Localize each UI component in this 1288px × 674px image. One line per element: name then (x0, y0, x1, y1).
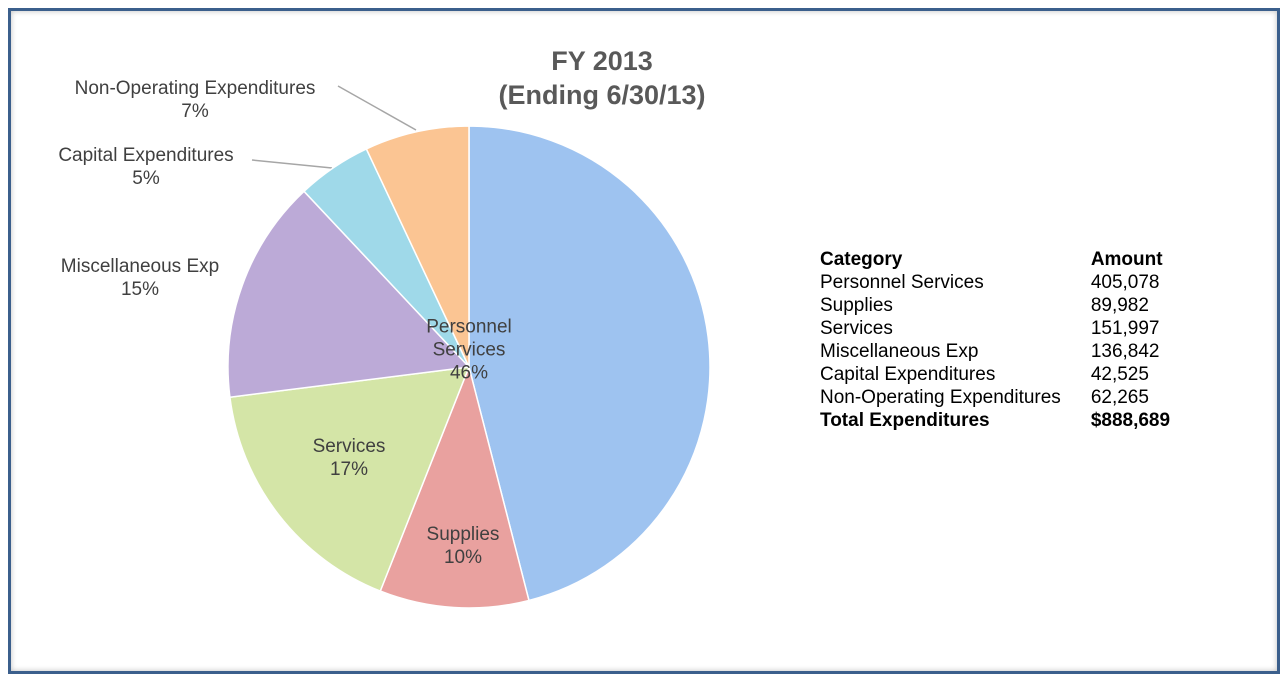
slice-label: Personnel Services 46% (409, 316, 529, 385)
row-amount: 151,997 (1090, 318, 1160, 339)
slice-label: Miscellaneous Exp 15% (10, 255, 270, 301)
row-category: Supplies (820, 295, 893, 316)
row-amount: 42,525 (1090, 364, 1149, 385)
leader-line (337, 85, 417, 131)
page: FY 2013 (Ending 6/30/13) Category Amount … (8, 8, 1280, 674)
row-category: Capital Expenditures (820, 364, 996, 385)
row-amount: 136,842 (1090, 341, 1160, 362)
table-row: Supplies 89,982 (820, 294, 1170, 317)
amount-table: Category Amount Personnel Services 405,078… (820, 248, 1170, 432)
row-amount: 62,265 (1090, 387, 1149, 408)
slice-percent: 5% (132, 168, 160, 189)
row-amount: 405,078 (1090, 272, 1160, 293)
total-value: $888,689 (1090, 410, 1171, 431)
slice-percent: 46% (449, 362, 489, 384)
pie-slice (379, 364, 530, 609)
leader-line (251, 159, 333, 169)
row-category: Services (820, 318, 893, 339)
row-category: Personnel Services (820, 272, 984, 293)
pie-slice (365, 125, 470, 368)
pie-slice (227, 190, 471, 399)
slice-label: Supplies 10% (408, 523, 518, 569)
table-row: Miscellaneous Exp 136,842 (820, 340, 1170, 363)
chart (227, 85, 711, 609)
table-row: Personnel Services 405,078 (820, 271, 1170, 294)
slice-category: Services (312, 436, 386, 457)
row-category: Miscellaneous Exp (820, 341, 979, 362)
row-amount: 89,982 (1090, 295, 1149, 316)
table-row: Services 151,997 (820, 317, 1170, 340)
chart-title: FY 2013 (551, 46, 653, 76)
table-row: Capital Expenditures 42,525 (820, 363, 1170, 386)
table-header: Amount (1090, 249, 1163, 270)
slice-label: Services 17% (294, 435, 404, 481)
slice-category: Capital Expenditures (58, 145, 234, 166)
slice-category: Miscellaneous Exp (60, 256, 220, 277)
chart-subtitle: (Ending 6/30/13) (498, 80, 706, 110)
slice-percent: 17% (329, 459, 369, 480)
pie-slice (229, 366, 471, 593)
slice-label: Capital Expenditures 5% (16, 144, 276, 190)
slice-percent: 7% (181, 101, 209, 122)
total-label: Total Expenditures (820, 410, 990, 431)
table-row: Non-Operating Expenditures 62,265 (820, 386, 1170, 409)
slice-percent: 15% (120, 279, 160, 300)
pie-slice (468, 125, 711, 602)
slice-category: Supplies (426, 524, 500, 545)
slice-percent: 10% (443, 547, 483, 568)
slice-label: Non-Operating Expenditures 7% (35, 77, 355, 123)
row-category: Non-Operating Expenditures (820, 387, 1061, 408)
slice-category: Personnel Services (426, 316, 512, 361)
table-header: Category (820, 249, 903, 270)
slice-category: Non-Operating Expenditures (74, 78, 316, 99)
